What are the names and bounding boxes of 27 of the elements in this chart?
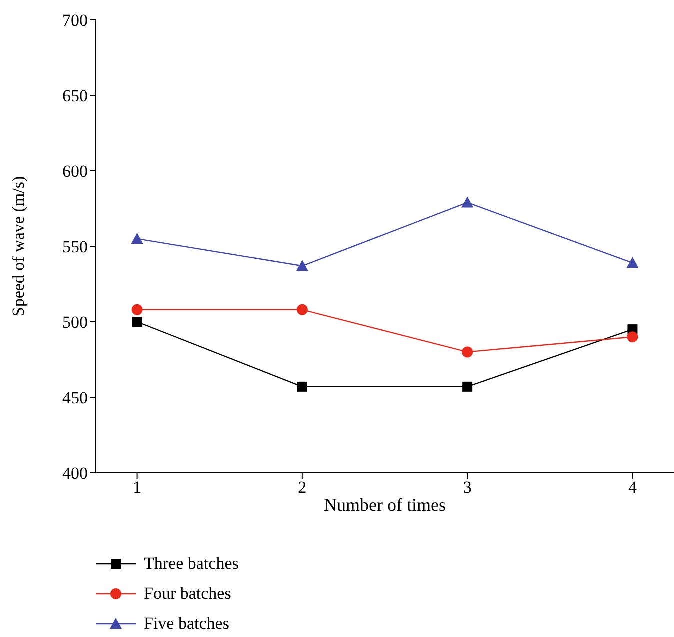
point [462, 346, 474, 358]
point [462, 196, 474, 208]
y-axis-title: Speed of wave (m/s) [9, 176, 28, 317]
point [131, 232, 144, 244]
point [297, 382, 308, 392]
legend-label: Three batches [144, 554, 239, 574]
point [296, 260, 308, 272]
y-tick-label: 650 [62, 86, 88, 106]
point [296, 304, 308, 316]
y-tick-label: 500 [62, 313, 88, 332]
y-tick-label: 450 [62, 388, 88, 408]
x-tick-label: 3 [463, 478, 472, 498]
point [132, 304, 143, 316]
y-tick-label: 600 [62, 162, 88, 182]
point [132, 317, 142, 327]
point [626, 257, 639, 268]
legend-label: Four batches [144, 584, 232, 604]
x-tick-label: 4 [628, 478, 638, 498]
x-axis-title: Number of times [324, 495, 446, 515]
x-tick-label: 2 [298, 478, 307, 498]
y-tick-label: 400 [62, 464, 88, 484]
legend-label: Five batches [144, 614, 230, 634]
point [462, 382, 473, 392]
point [627, 332, 638, 343]
y-tick-label: 700 [62, 11, 88, 30]
y-tick-label: 550 [62, 238, 88, 257]
x-tick-label: 1 [133, 478, 142, 498]
